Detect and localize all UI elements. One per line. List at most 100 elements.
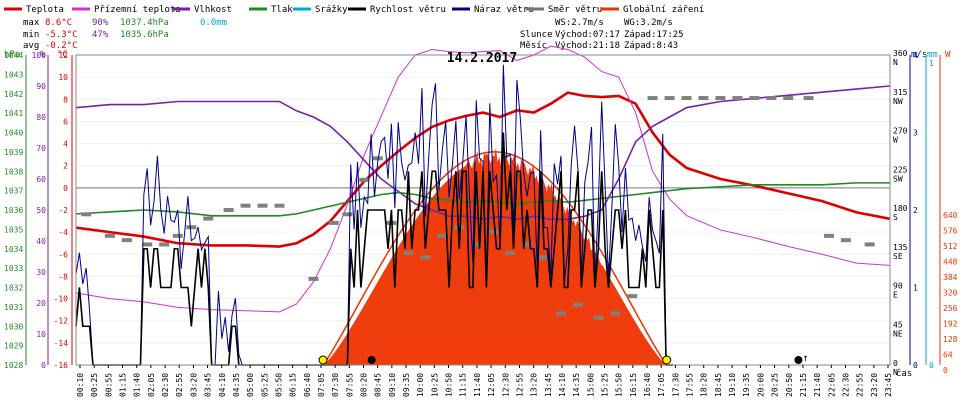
plot-area: 1044104310421041104010391038103710361035… <box>4 45 958 397</box>
stats-block: max 8.6°C 90% 1037.4hPa 0.0mm min -5.3°C… <box>23 18 684 51</box>
x-tick-label: 17:30 <box>671 373 680 397</box>
stat-min-hum: 47% <box>92 30 109 40</box>
x-tick-label: 13:45 <box>544 373 553 397</box>
stat-min-press: 1035.6hPa <box>120 30 169 40</box>
stat-moon-label: Měsíc <box>520 41 547 51</box>
x-tick-label: 07:55 <box>345 373 354 397</box>
tick-temp: -6 <box>58 250 68 259</box>
x-tick-label: 07:05 <box>317 373 326 397</box>
tick-wind-dir: 360 <box>893 49 908 58</box>
sunrise-marker <box>318 355 328 365</box>
stat-avg-label: avg <box>23 41 39 51</box>
tick-hpa: 1034 <box>4 245 23 254</box>
x-tick-label: 14:35 <box>572 373 581 397</box>
wind-dir-point <box>732 96 743 101</box>
tick-temp: 8 <box>63 95 68 104</box>
tick-temp: 10 <box>58 73 68 82</box>
tick-w: 64 <box>943 351 953 360</box>
tick-wind-dir-label: N <box>893 368 898 377</box>
x-tick-label: 09:35 <box>402 373 411 397</box>
tick-hpa: 1041 <box>4 109 23 118</box>
tick-pct: 70 <box>36 144 46 153</box>
unit-mm: mm <box>927 50 938 60</box>
series-rychlost-vetru <box>75 132 673 366</box>
tick-pct: 60 <box>36 175 46 184</box>
wind-dir-point <box>715 96 726 101</box>
x-tick-label: 08:20 <box>360 373 369 397</box>
x-tick-label: 23:45 <box>884 373 893 397</box>
tick-pct: 10 <box>36 330 46 339</box>
x-tick-label: 06:40 <box>303 373 312 397</box>
x-tick-label: 11:40 <box>473 373 482 397</box>
x-tick-label: 01:40 <box>133 373 142 397</box>
wind-dir-point <box>203 216 214 221</box>
wind-dir-point <box>159 242 170 247</box>
tick-hpa: 1028 <box>4 361 23 370</box>
tick-ms: 0 <box>913 361 918 370</box>
x-tick-label: 06:15 <box>289 373 298 397</box>
x-tick-label: 03:20 <box>189 373 198 397</box>
x-tick-label: 20:25 <box>771 373 780 397</box>
x-tick-label: 16:15 <box>629 373 638 397</box>
wind-dir-point <box>556 311 567 316</box>
tick-wind-dir-label: W <box>893 136 898 145</box>
x-tick-label: 05:50 <box>274 373 283 397</box>
stat-min-label: min <box>23 30 39 40</box>
legend-label: Náraz větru <box>474 5 534 15</box>
tick-w: 640 <box>943 211 958 220</box>
wind-dir-point <box>308 276 319 281</box>
wind-dir-point <box>823 233 834 238</box>
wind-dir-point <box>359 177 370 182</box>
tick-wind-dir: 315 <box>893 88 908 97</box>
legend-label: Vlhkost <box>194 5 232 15</box>
tick-temp: 4 <box>63 140 68 149</box>
wind-dir-point <box>840 238 851 243</box>
x-tick-label: 09:10 <box>388 373 397 397</box>
tick-temp: 12 <box>58 51 68 60</box>
tick-temp: 0 <box>63 184 68 193</box>
stat-avg-temp: -0.2°C <box>45 41 78 51</box>
wind-dir-point <box>437 233 448 238</box>
stat-moon-set: Západ:8:43 <box>624 41 678 51</box>
tick-w: 256 <box>943 304 958 313</box>
tick-temp: -16 <box>54 361 69 370</box>
series-globalni-zareni-area <box>322 147 667 365</box>
x-tick-label: 22:55 <box>856 373 865 397</box>
tick-wind-dir: 135 <box>893 243 908 252</box>
x-tick-label: 22:05 <box>827 373 836 397</box>
wind-dir-point <box>342 212 353 217</box>
wind-dir-point <box>471 242 482 247</box>
legend-label: Globální záření <box>623 5 704 15</box>
stat-min-temp: -5.3°C <box>45 30 78 40</box>
x-tick-label: 00:55 <box>104 373 113 397</box>
tick-ms: 3 <box>913 129 918 138</box>
wind-dir-point <box>766 96 777 101</box>
wind-dir-point <box>420 255 431 260</box>
tick-pct: 20 <box>36 299 46 308</box>
tick-hpa: 1040 <box>4 129 23 138</box>
stat-max-rain: 0.0mm <box>200 18 227 28</box>
wind-dir-point <box>240 203 251 208</box>
tick-pct: 0 <box>41 361 46 370</box>
axis-units: hPa % °C m/s mm W <box>4 50 951 60</box>
wind-dir-point <box>681 96 692 101</box>
tick-w: 128 <box>943 335 958 344</box>
tick-hpa: 1029 <box>4 342 23 351</box>
wind-dir-point <box>81 212 92 217</box>
legend-label: Tlak <box>271 5 293 15</box>
tick-temp: 2 <box>63 162 68 171</box>
unit-pct: % <box>40 50 46 60</box>
wind-dir-point <box>403 251 414 256</box>
tick-temp: -10 <box>54 295 69 304</box>
tick-wind-dir: 225 <box>893 165 908 174</box>
tick-pct: 80 <box>36 113 46 122</box>
unit-w: W <box>945 50 951 60</box>
tick-ms: 2 <box>913 206 918 215</box>
tick-mm: 1 <box>929 59 934 68</box>
unit-temp: °C <box>57 50 68 60</box>
x-tick-label: 02:55 <box>175 373 184 397</box>
tick-hpa: 1030 <box>4 322 23 331</box>
wind-dir-point <box>454 225 465 230</box>
series-přízemní-teplota <box>75 45 891 313</box>
